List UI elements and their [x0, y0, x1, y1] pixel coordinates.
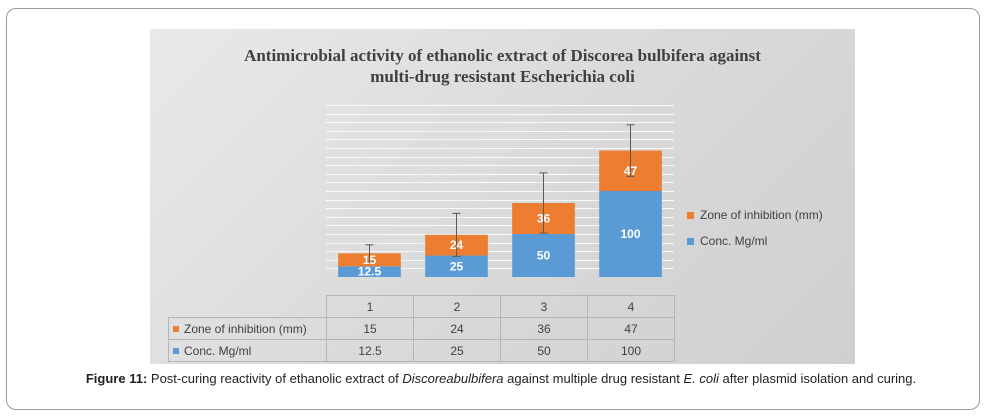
- table-swatch-conc: [173, 348, 179, 355]
- data-label-conc: 50: [537, 249, 551, 263]
- table-cell: 15: [326, 317, 414, 340]
- table-row-zone: Zone of inhibition (mm) 15 24 36 47: [168, 317, 675, 340]
- figure-caption: Figure 11: Post-curing reactivity of eth…: [27, 370, 975, 388]
- bar-conc: [425, 255, 488, 277]
- caption-text-1: Post-curing reactivity of ethanolic extr…: [147, 371, 403, 386]
- data-label-conc: 12.5: [358, 265, 382, 279]
- legend-swatch-zone: [687, 211, 694, 219]
- caption-text-3: after plasmid isolation and curing.: [718, 371, 917, 386]
- data-label-zone: 15: [363, 253, 377, 267]
- data-label-zone: 24: [450, 238, 464, 252]
- chart-plot: 12.515 25 24 50 36 100 47: [326, 105, 674, 279]
- legend-swatch-conc: [687, 237, 694, 245]
- table-cell: 100: [587, 339, 675, 362]
- table-header-cell: 3: [500, 295, 588, 318]
- table-cell: 12.5: [326, 339, 414, 362]
- data-label-zone: 47: [624, 164, 638, 178]
- table-cell: 24: [413, 317, 501, 340]
- table-swatch-zone: [173, 326, 179, 333]
- data-label-conc: 25: [450, 259, 464, 273]
- chart-title: Antimicrobial activity of ethanolic extr…: [150, 45, 855, 87]
- table-cell: 47: [587, 317, 675, 340]
- table-cell: 50: [500, 339, 588, 362]
- legend-label-conc: Conc. Mg/ml: [700, 234, 768, 248]
- chart-panel: Antimicrobial activity of ethanolic extr…: [150, 29, 855, 364]
- table-row-label-zone: Zone of inhibition (mm): [168, 317, 327, 340]
- bar-conc: [512, 234, 575, 277]
- legend-item-conc: Conc. Mg/ml: [687, 233, 823, 249]
- bar-conc: [338, 266, 401, 277]
- caption-italic-1: Discoreabulbifera: [402, 371, 504, 386]
- data-label-zone: 36: [537, 212, 551, 226]
- table-row-label-zone-text: Zone of inhibition (mm): [184, 321, 307, 336]
- table-cell: 25: [413, 339, 501, 362]
- caption-italic-2: E. coli: [683, 371, 719, 386]
- chart-legend: Zone of inhibition (mm) Conc. Mg/ml: [687, 207, 823, 259]
- data-label-conc: 100: [620, 227, 640, 241]
- table-row-label-conc: Conc. Mg/ml: [168, 339, 327, 362]
- figure-frame: Antimicrobial activity of ethanolic extr…: [6, 8, 980, 410]
- bar-conc: [599, 191, 662, 277]
- caption-text-2: against multiple drug resistant: [503, 371, 684, 386]
- legend-label-zone: Zone of inhibition (mm): [700, 208, 823, 222]
- chart-title-line-2: multi-drug resistant Escherichia coli: [370, 67, 635, 86]
- data-table: 1 2 3 4 Zone of inhibition (mm) 15 24 36…: [168, 295, 675, 362]
- table-header-cell: 4: [587, 295, 675, 318]
- table-header-cell: 2: [413, 295, 501, 318]
- table-row-label-conc-text: Conc. Mg/ml: [184, 343, 252, 358]
- caption-label: Figure 11:: [85, 371, 148, 386]
- table-row-conc: Conc. Mg/ml 12.5 25 50 100: [168, 339, 675, 362]
- legend-item-zone: Zone of inhibition (mm): [687, 207, 823, 223]
- table-header-row: 1 2 3 4: [168, 295, 675, 318]
- table-corner: [168, 295, 327, 318]
- table-cell: 36: [500, 317, 588, 340]
- table-header-cell: 1: [326, 295, 414, 318]
- chart-title-line-1: Antimicrobial activity of ethanolic extr…: [244, 46, 761, 65]
